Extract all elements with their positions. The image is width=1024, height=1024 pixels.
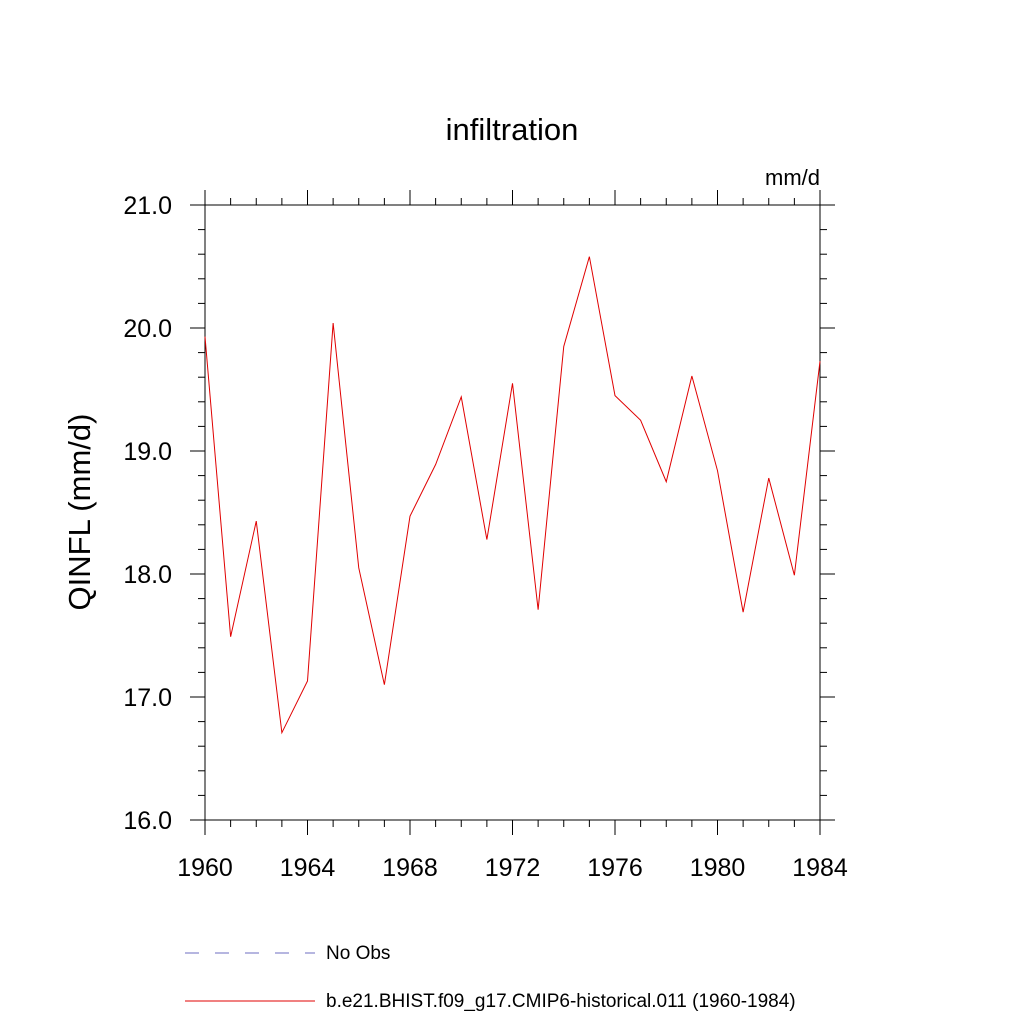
y-tick-label: 17.0 (123, 684, 172, 712)
units-label: mm/d (765, 165, 820, 190)
series-line (204, 256, 821, 735)
y-tick-label: 21.0 (123, 192, 172, 220)
x-tick-label: 1972 (485, 854, 541, 882)
y-axis-label: QINFL (mm/d) (62, 414, 97, 611)
y-tick-label: 19.0 (123, 438, 172, 466)
tick-labels: 1960 1964 1968 1972 1976 1980 1984 16.0 17.0 18.0… (123, 192, 848, 882)
legend-label-model: b.e21.BHIST.f09_g17.CMIP6-historical.011… (326, 991, 796, 1012)
y-tick-label: 18.0 (123, 561, 172, 589)
x-tick-label: 1980 (690, 854, 746, 882)
chart-title: infiltration (446, 112, 579, 147)
x-tick-label: 1960 (177, 854, 233, 882)
x-tick-label: 1968 (382, 854, 438, 882)
x-tick-label: 1964 (280, 854, 336, 882)
x-tick-label: 1976 (587, 854, 643, 882)
legend-label-no-obs: No Obs (326, 943, 390, 964)
plot-frame (204, 204, 821, 821)
series-lines (204, 256, 821, 735)
y-tick-label: 20.0 (123, 315, 172, 343)
legend: No Obs b.e21.BHIST.f09_g17.CMIP6-histori… (185, 943, 796, 1012)
axis-ticks (190, 190, 835, 835)
x-tick-label: 1984 (792, 854, 848, 882)
y-tick-label: 16.0 (123, 807, 172, 835)
